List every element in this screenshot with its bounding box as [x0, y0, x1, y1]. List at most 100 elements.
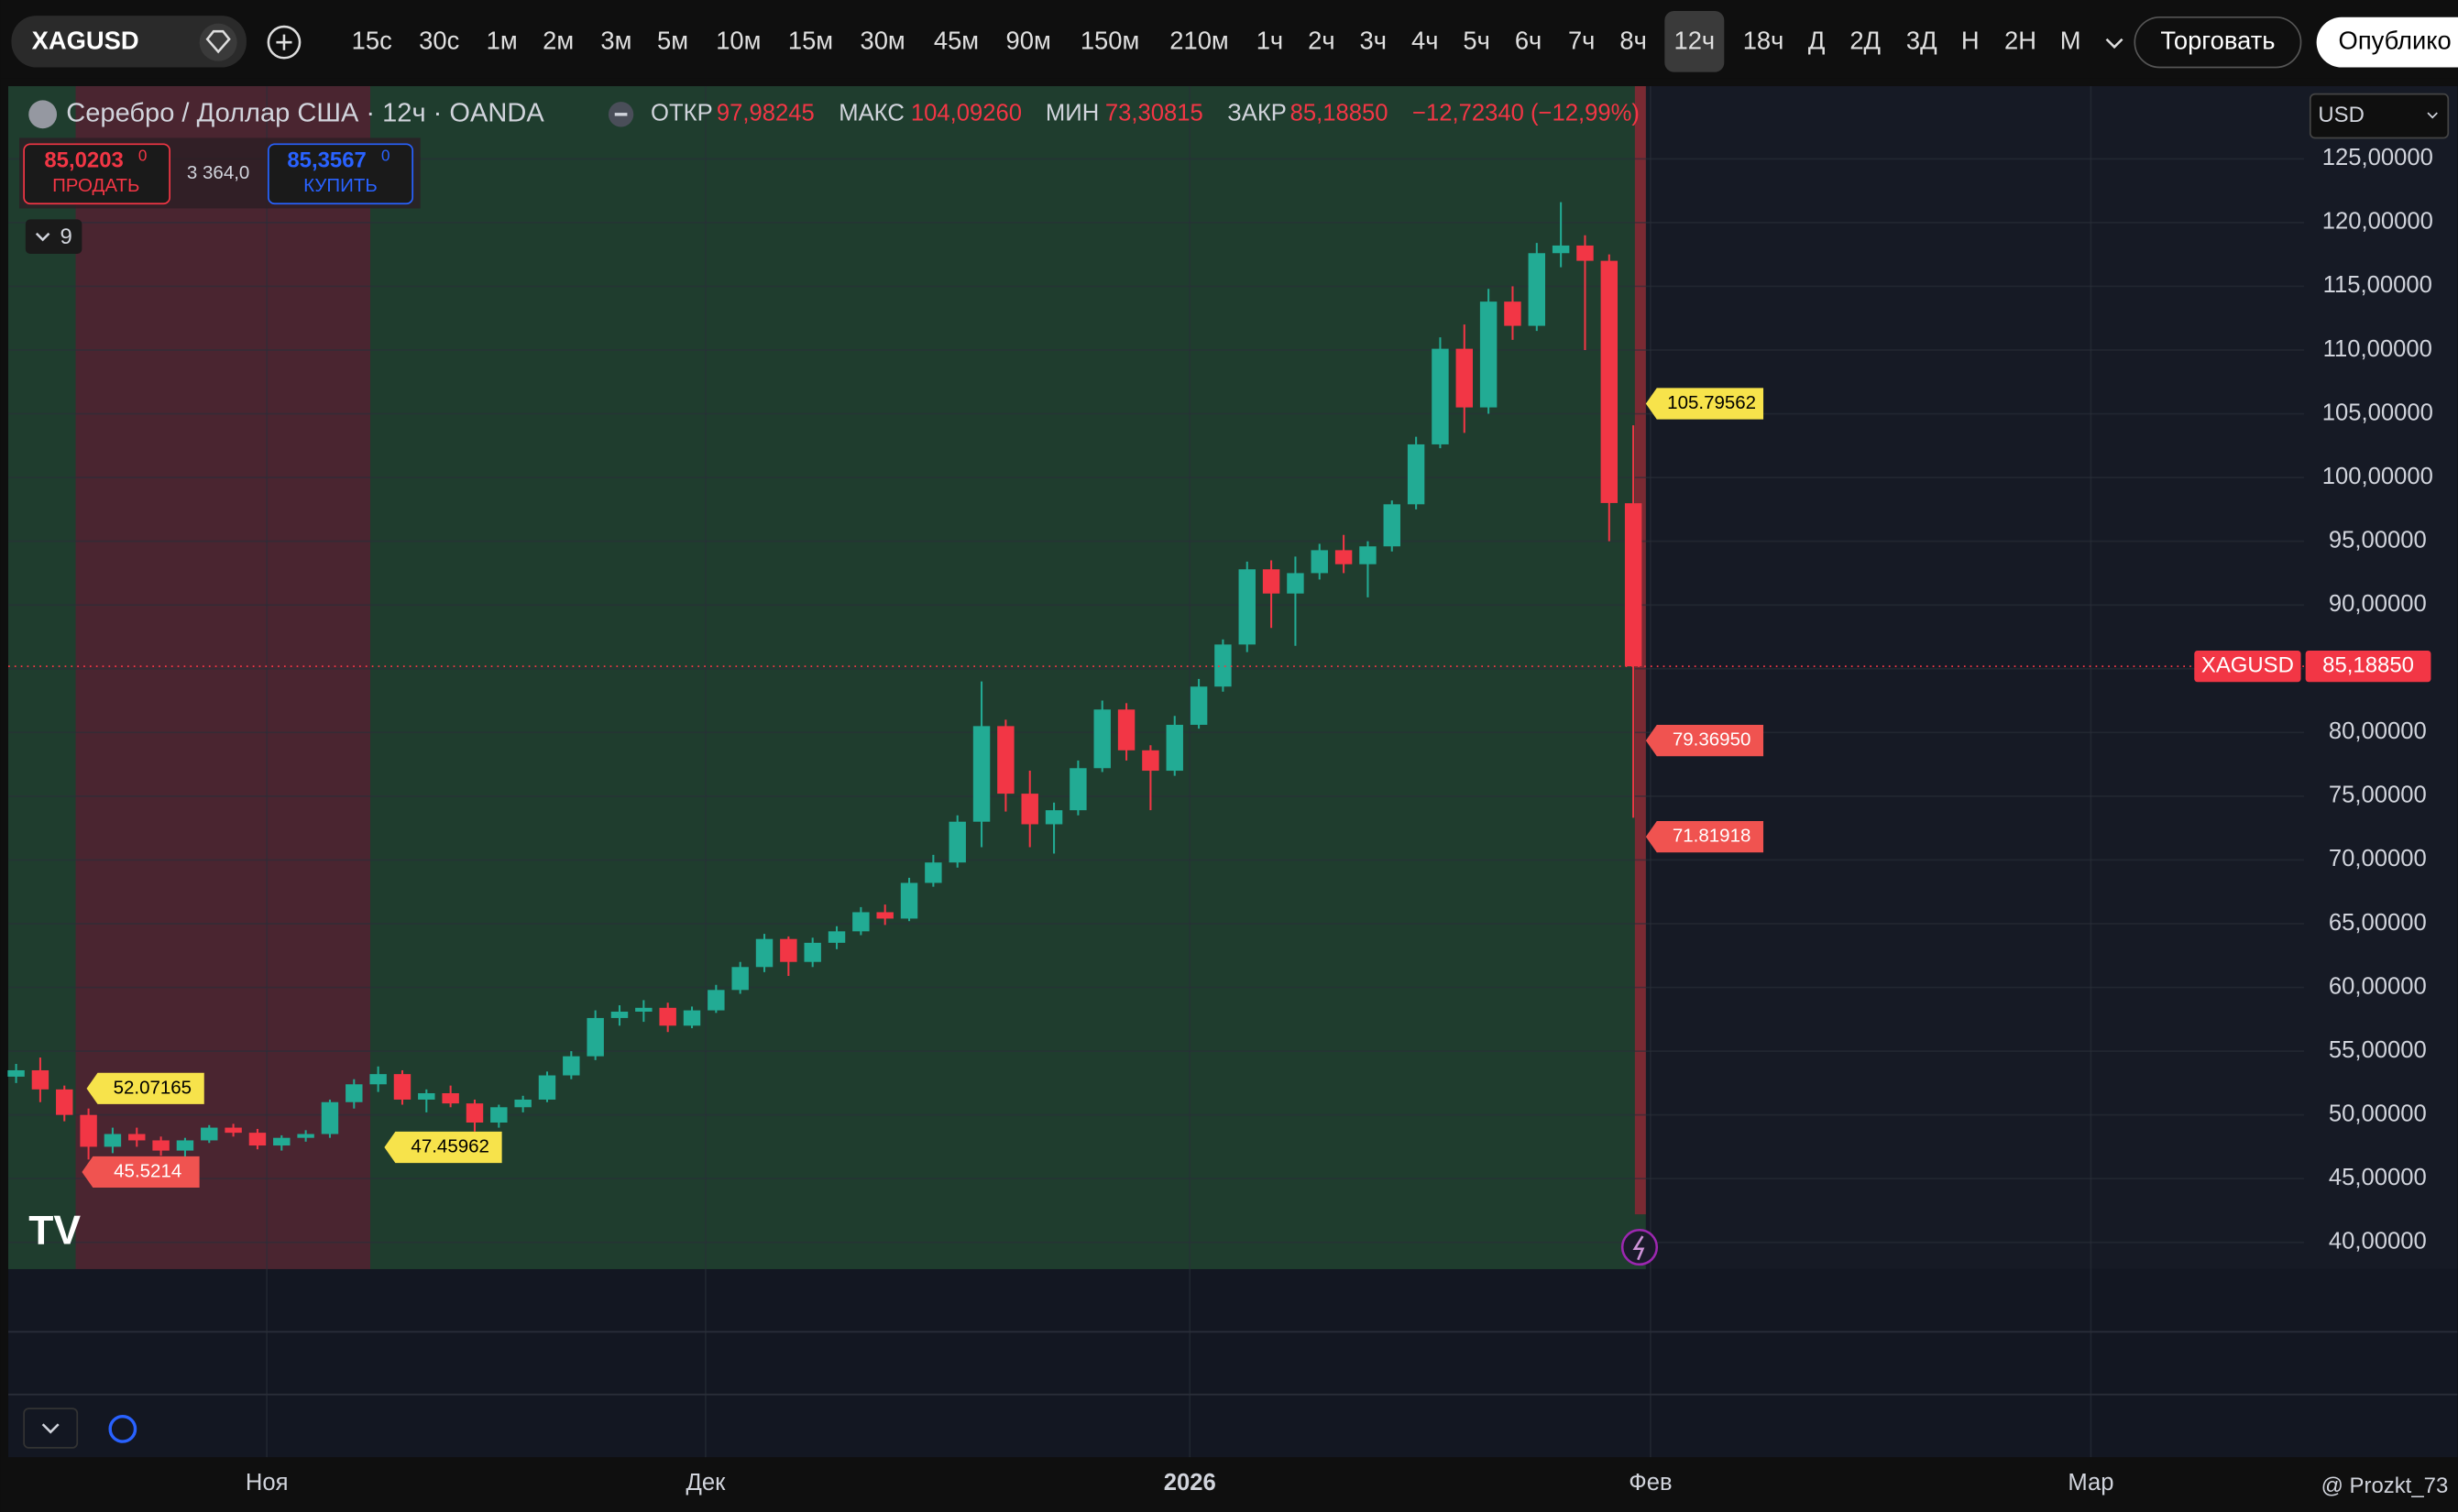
candle-body [393, 1074, 411, 1100]
x-tick-label: Фев [1629, 1470, 1672, 1496]
interval-button[interactable]: 7ч [1568, 26, 1595, 54]
interval-button[interactable]: 3ч [1360, 26, 1387, 54]
interval-button[interactable]: 12ч [1673, 26, 1715, 54]
plus-icon [276, 34, 292, 50]
interval-button[interactable]: 4ч [1411, 26, 1438, 54]
interval-button[interactable]: 210м [1169, 26, 1228, 54]
sell-digit: 0 [138, 148, 148, 165]
y-tick-label: 125,00000 [2322, 145, 2433, 170]
candle-body [731, 967, 749, 991]
indicators-toggle[interactable] [25, 219, 82, 254]
price-label-box [1645, 388, 1764, 420]
interval-button[interactable]: 6ч [1515, 26, 1542, 54]
candle-body [369, 1074, 387, 1085]
buy-button[interactable] [268, 143, 414, 205]
y-tick-label: 115,00000 [2323, 272, 2432, 298]
red-zone [75, 86, 371, 1269]
interval-button[interactable]: 18ч [1743, 26, 1784, 54]
candle-body [1455, 348, 1474, 408]
sync-icon[interactable] [108, 1414, 137, 1443]
candle-body [7, 1069, 25, 1077]
close-value: 85,18850 [1290, 101, 1388, 126]
interval-button[interactable]: 150м [1081, 26, 1139, 54]
candle-body [1359, 546, 1377, 564]
interval-button[interactable]: 90м [1006, 26, 1051, 54]
sell-button[interactable] [23, 143, 170, 205]
toggle-glyph [614, 113, 628, 116]
interval-button[interactable]: 45м [934, 26, 979, 54]
candle-body [466, 1103, 484, 1123]
add-symbol[interactable] [267, 25, 302, 60]
more-intervals[interactable] [2105, 38, 2123, 49]
y-tick-label: 100,00000 [2322, 464, 2433, 489]
candle-body [1142, 750, 1159, 772]
price-label: 47.45962 [411, 1135, 489, 1156]
open-label: ОТКР [651, 101, 713, 126]
candle-body [346, 1084, 363, 1102]
symbol-search[interactable] [11, 16, 247, 68]
bottom-pane [8, 1268, 2458, 1458]
y-tick-label: 45,00000 [2329, 1165, 2427, 1190]
interval-button[interactable]: 30м [861, 26, 905, 54]
grid [8, 86, 2304, 1458]
candle-body [514, 1099, 532, 1108]
interval-button[interactable]: 15м [788, 26, 833, 54]
price-label-box [86, 1072, 204, 1104]
diamond-icon [205, 29, 231, 54]
symbol: XAGUSD [32, 26, 139, 54]
interval-button[interactable]: 15с [352, 26, 392, 54]
interval-button[interactable]: 3м [600, 26, 631, 54]
low-value: 73,30815 [1105, 101, 1203, 126]
price-label: 79.36950 [1673, 729, 1751, 751]
candle-body [1093, 709, 1111, 769]
spread: 3 364,0 [187, 162, 249, 183]
interval-button[interactable]: 8ч [1619, 26, 1646, 54]
trade-button[interactable] [2134, 16, 2302, 69]
compare-icon[interactable] [199, 23, 237, 61]
candle-body [1576, 245, 1594, 261]
interval-button[interactable]: 10м [716, 26, 761, 54]
currency-select[interactable] [2309, 93, 2450, 139]
candle-body [538, 1075, 556, 1100]
publish-button[interactable] [2316, 16, 2458, 68]
interval-button[interactable]: 5ч [1463, 26, 1489, 54]
currency: USD [2318, 103, 2365, 127]
interval-button[interactable]: 30с [419, 26, 459, 54]
interval-button[interactable]: 2м [543, 26, 574, 54]
collapse-button[interactable] [23, 1408, 79, 1449]
intervals: 15с 30с 1м 2м 3м 5м 10м 15м 30м 45м 90м 150м 210м 1ч 2… [352, 26, 2081, 54]
buy-price: 85,3567 [287, 148, 366, 172]
interval-button[interactable]: 1ч [1256, 26, 1283, 54]
candle-body [1407, 444, 1425, 505]
interval-button[interactable]: 5м [657, 26, 688, 54]
buy-digit: 0 [381, 148, 390, 165]
indicators-count: 9 [60, 225, 71, 249]
interval-button[interactable]: 2Д [1849, 26, 1881, 54]
close-label: ЗАКР [1227, 101, 1287, 126]
interval-button[interactable]: 2Н [2004, 26, 2036, 54]
candle-body [1262, 569, 1280, 594]
candles [7, 202, 1642, 1160]
interval-button[interactable]: Д [1808, 26, 1826, 54]
change-value: −12,72340 (−12,99%) [1412, 101, 1640, 126]
price-label-box [1645, 724, 1764, 757]
interval-button[interactable]: 3Д [1906, 26, 1937, 54]
open-value: 97,98245 [717, 101, 815, 126]
candle-body [1045, 810, 1063, 825]
candle-body [1287, 573, 1304, 594]
interval-button[interactable]: 2ч [1308, 26, 1334, 54]
interval-button[interactable]: Н [1961, 26, 1980, 54]
y-tick-label: 110,00000 [2323, 336, 2432, 362]
candle-body [56, 1089, 73, 1115]
candle-body [949, 821, 966, 863]
candle-body [1166, 724, 1183, 772]
candle-body [587, 1017, 604, 1057]
candle-body [659, 1007, 676, 1026]
candle-body [997, 726, 1015, 794]
selected-interval-bg [1664, 10, 1725, 72]
replay-icon[interactable] [1620, 1228, 1659, 1266]
interval-button[interactable]: М [2060, 26, 2081, 54]
candle-body [1117, 709, 1136, 751]
interval-button[interactable]: 1м [487, 26, 518, 54]
